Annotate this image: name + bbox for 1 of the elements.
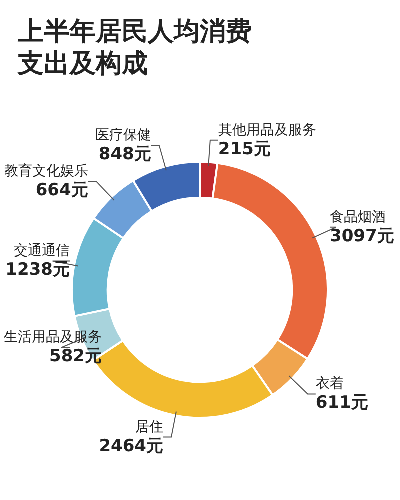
title: 上半年居民人均消费支出及构成	[18, 17, 252, 79]
